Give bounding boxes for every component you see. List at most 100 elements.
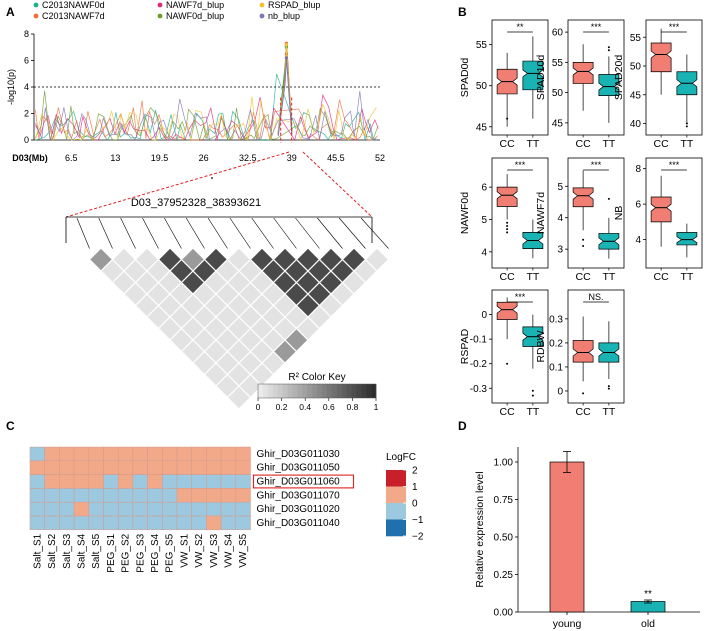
box-outlier [607,385,610,388]
ld-key-swatch [341,384,347,398]
bar-y-label: Relative expression level [474,471,486,587]
heatmap-cell [206,474,222,489]
heatmap-col-label: PEG_S3 [135,533,146,572]
ld-key-swatch [277,384,283,398]
x-axis-label: D03(Mb) [12,153,48,163]
ld-leader-line [142,217,159,249]
heatmap-cell [191,501,207,517]
heatmap-col-label: VW_S5 [238,533,249,567]
y-tick-label: 2 [24,109,29,119]
ld-key-swatch [292,384,298,398]
box-outlier [506,362,509,365]
panel-label-c: C [6,419,15,433]
heatmap-col-label: VW_S2 [194,533,205,567]
heatmap-col-label: Salt_S3 [62,533,73,568]
box-x-label: TT [602,406,615,418]
ld-key-frame [257,383,377,399]
heatmap-cell [59,488,75,503]
ld-leader-line [207,217,228,249]
box-outlier [685,122,688,125]
x-tick-label: 52 [375,153,385,163]
bar-y-tick-label: 1.00 [494,458,514,469]
heatmap-cell [73,474,90,489]
heatmap-cell [191,446,207,462]
sig-label: *** [515,160,526,170]
heatmap-cell [117,446,134,462]
heatmap-col-label: VW_S3 [209,533,220,567]
heatmap-cell [29,460,45,475]
box-outlier [506,231,509,234]
heatmap-col-label: PEG_S1 [106,533,117,572]
ld-key-swatch [361,384,367,398]
box-x-label: TT [680,138,693,150]
box-y-tick-label: -0.1 [470,335,488,346]
ld-key-swatch [356,384,362,398]
heatmap-cell [132,474,148,489]
box-y-tick-label: 45 [630,90,642,101]
ld-leader-line [229,217,251,249]
box-y-tick-label: 60 [552,28,564,39]
legend-dot [157,13,163,19]
box-cc [572,340,594,363]
heatmap-cell [88,488,104,503]
series-noise-line [35,91,377,141]
x-tick-label: 19.5 [151,153,169,163]
heatmap-legend-title: LogFC [386,452,416,463]
heatmap-cell [59,474,75,489]
box-cc [650,196,672,223]
heatmap-cell [191,515,207,531]
bar-young [549,461,585,613]
heatmap-col-label: Salt_S2 [47,533,58,568]
x-tick-label: 39 [287,153,297,163]
ld-title: D03_37952328_38393621 [131,197,261,209]
panel-label-a: A [6,5,15,19]
heatmap-row-label: Ghir_D03G011060 [257,477,341,488]
heatmap-cell [117,501,134,517]
ld-key-swatch [258,384,264,398]
heatmap-cell [220,446,237,462]
legend-dot [157,2,163,8]
heatmap-cell [147,488,163,503]
box-y-tick-label: 0 [557,386,563,397]
ld-cell [364,247,390,272]
legend-dot [33,13,39,19]
heatmap-cell [44,446,60,462]
legend-dot [259,2,265,8]
heatmap-col-label: PEG_S4 [150,533,161,572]
stray-dot [211,177,213,179]
legend-label: NAWF0d_blup [166,11,224,21]
box-y-label: RSPAD [459,328,471,364]
box-frame [645,19,703,136]
ld-leader-line [360,217,389,249]
legend-label: RSPAD_blup [268,0,320,10]
box-cc [650,42,672,73]
legend-label: C2013NAWF7d [42,11,105,21]
box-outlier [506,228,509,231]
expression-heatmap: Ghir_D03G011030 Ghir_D03G011050 Ghir_D03G0… [29,446,424,573]
box-frame [567,289,625,404]
box-y-tick-label: 50 [552,88,564,99]
box-tt [598,74,620,97]
heatmap-cell [73,501,90,517]
box-y-tick-label: 6 [481,183,487,194]
heatmap-legend-tick-label: −2 [412,532,424,543]
ld-key-swatch [351,384,357,398]
box-y-tick-label: 5 [481,215,487,226]
heatmap-cell [29,474,45,489]
box-x-label: TT [526,138,539,150]
heatmap-cell [29,515,45,531]
box-outlier [607,387,610,390]
bar-y-tick-label: 0.75 [494,495,514,506]
heatmap-cell [235,488,251,503]
ld-key-swatch [346,384,352,398]
box-x-label: TT [680,271,693,283]
ld-key-swatch [287,384,293,398]
heatmap-cell [29,501,45,517]
box-x-label: CC [576,406,592,418]
heatmap-cell [59,515,75,531]
box-y-label: SPAD20d [613,55,625,100]
ld-key-swatch [307,384,313,398]
ld-leader-line [295,217,320,249]
box-cc [496,301,518,320]
heatmap-cell [44,515,60,531]
